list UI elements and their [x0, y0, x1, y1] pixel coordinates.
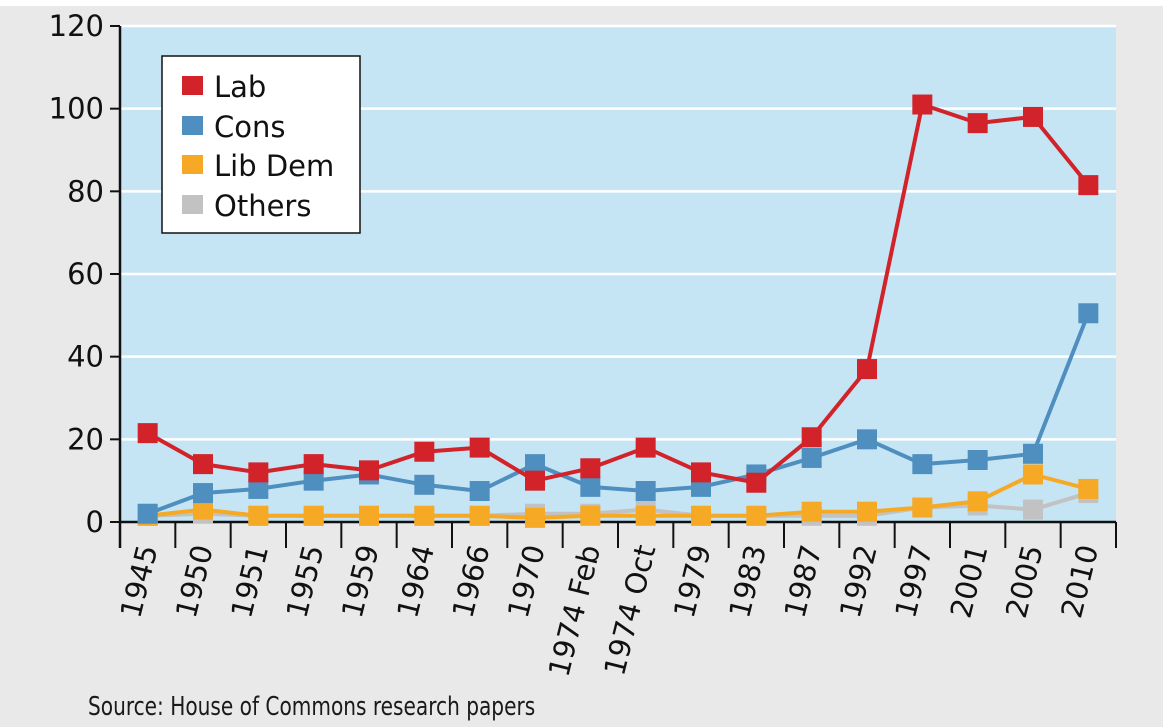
x-tick-label-2001: 2001 [944, 541, 995, 621]
point-cons-1966 [469, 481, 490, 501]
legend-label-others: Others [214, 189, 311, 223]
point-cons-1987 [801, 447, 822, 468]
point-cons-2005 [1023, 443, 1043, 464]
legend-swatch-cons [182, 116, 203, 135]
point-lab-1964 [414, 441, 435, 462]
point-lab-2005 [1023, 106, 1043, 127]
legend-label-lib-dem: Lib Dem [214, 149, 334, 183]
point-lib-dem-1951 [248, 505, 269, 526]
x-tick-label-1974-oct: 1974 Oct [597, 541, 662, 678]
point-lab-2010 [1078, 175, 1099, 196]
x-tick-label-1951: 1951 [224, 541, 275, 621]
legend-swatch-lib-dem [182, 155, 203, 174]
y-tick-label-120: 120 [49, 9, 104, 43]
point-cons-1970 [525, 454, 545, 475]
point-cons-1950 [193, 483, 213, 504]
point-lib-dem-1987 [801, 501, 822, 522]
point-lib-dem-1992 [857, 501, 877, 522]
x-tick-label-1955: 1955 [280, 541, 331, 621]
point-lib-dem-1970 [525, 507, 545, 528]
point-lab-1955 [303, 454, 324, 475]
x-tick-label-1974-feb: 1974 Feb [542, 541, 607, 680]
x-tick-label-1987: 1987 [778, 541, 829, 621]
x-tick-label-1950: 1950 [169, 541, 220, 621]
point-cons-2010 [1078, 303, 1099, 324]
x-tick-label-1979: 1979 [667, 541, 718, 621]
point-lab-2001 [967, 113, 988, 134]
point-lib-dem-1983 [746, 505, 767, 526]
legend: Lab Cons Lib Dem Others [161, 55, 361, 234]
point-lib-dem-1974-feb [580, 505, 601, 526]
legend-label-cons: Cons [214, 110, 285, 144]
point-cons-1992 [857, 429, 877, 450]
y-tick-label-80: 80 [67, 174, 104, 208]
x-tick-label-1964: 1964 [390, 541, 441, 621]
point-lab-1987 [801, 427, 822, 448]
x-tick-label-2005: 2005 [999, 541, 1050, 621]
point-cons-1951 [248, 478, 269, 499]
point-lib-dem-1950 [193, 499, 213, 520]
point-cons-1974-feb [580, 476, 601, 497]
x-tick-label-1992: 1992 [833, 541, 884, 621]
x-tick-label-1945: 1945 [114, 541, 165, 621]
x-tick-label-1959: 1959 [335, 541, 386, 621]
point-lib-dem-1974-oct [635, 505, 656, 526]
legend-swatch-others [182, 195, 203, 214]
point-lib-dem-1955 [303, 505, 324, 526]
point-lab-1945 [137, 423, 158, 444]
source-note: Source: House of Commons research papers [88, 692, 536, 722]
y-tick-label-40: 40 [67, 340, 104, 374]
point-lib-dem-1966 [469, 505, 490, 526]
y-tick-label-100: 100 [49, 92, 104, 126]
point-lab-1951 [248, 462, 269, 483]
point-lab-1997 [912, 94, 933, 115]
point-lib-dem-1959 [359, 505, 379, 526]
y-tick-label-60: 60 [67, 257, 104, 291]
point-others-2005 [1023, 499, 1043, 520]
point-lib-dem-2005 [1023, 464, 1043, 485]
y-tick-label-20: 20 [67, 422, 104, 456]
point-lab-1979 [691, 462, 711, 483]
point-cons-1945 [137, 503, 158, 524]
point-cons-2001 [967, 450, 988, 470]
legend-swatch-lab [182, 76, 203, 95]
point-lab-1970 [525, 470, 545, 491]
point-lab-1950 [193, 454, 213, 475]
x-tick-label-2010: 2010 [1054, 541, 1105, 621]
series-layer [137, 94, 1099, 528]
point-lab-1959 [359, 460, 379, 481]
point-lib-dem-1964 [414, 505, 435, 526]
x-tick-label-1983: 1983 [722, 541, 773, 621]
point-lab-1983 [746, 472, 767, 493]
y-tick-label-0: 0 [86, 505, 104, 539]
point-lib-dem-1979 [691, 505, 711, 526]
point-lab-1966 [469, 437, 490, 458]
point-lib-dem-2010 [1078, 478, 1099, 499]
point-cons-1997 [912, 454, 933, 475]
point-lib-dem-1997 [912, 497, 933, 518]
x-tick-label-1966: 1966 [446, 541, 497, 621]
point-lab-1974-oct [635, 437, 656, 458]
x-tick-label-1997: 1997 [888, 541, 939, 621]
point-cons-1955 [303, 470, 324, 491]
point-lab-1992 [857, 359, 877, 380]
x-tick-label-1970: 1970 [501, 541, 552, 621]
legend-label-lab: Lab [214, 70, 266, 104]
point-lab-1974-feb [580, 458, 601, 479]
point-cons-1974-oct [635, 481, 656, 501]
point-cons-1964 [414, 474, 435, 495]
point-lib-dem-2001 [967, 491, 988, 512]
top-strip [0, 0, 1163, 6]
